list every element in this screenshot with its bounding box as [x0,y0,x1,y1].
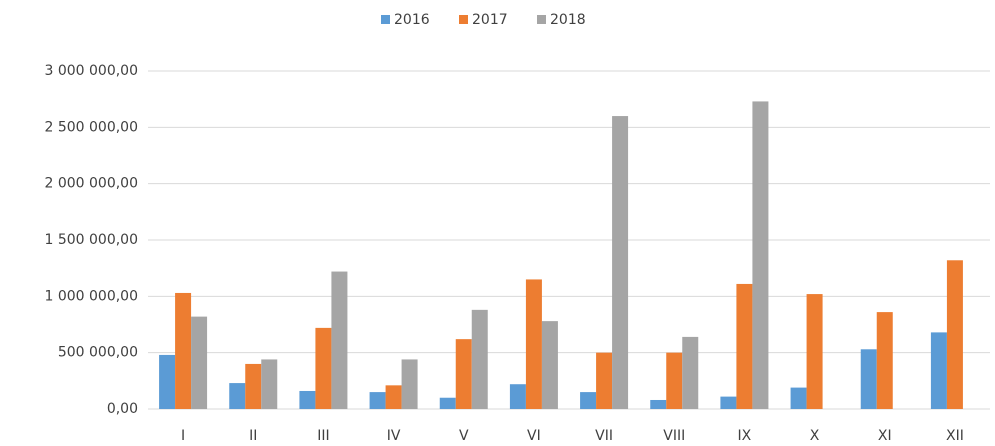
x-tick-label: II [249,428,257,444]
bar [159,354,176,409]
bar [650,399,667,409]
bar [541,321,558,409]
bar [860,349,877,409]
legend-label: 2018 [550,12,586,28]
x-tick-label: I [181,428,185,444]
bar [612,116,629,410]
bar [261,359,278,409]
y-tick-label: 1 500 000,00 [44,232,138,248]
x-tick-label: XII [946,428,964,444]
bar [790,387,807,409]
x-tick-label: IV [387,428,401,444]
x-tick-label: VI [527,428,541,444]
bar [385,385,402,409]
bar [299,390,316,409]
bar [369,392,386,409]
y-tick-label: 500 000,00 [58,345,138,361]
bar [331,271,348,409]
bar [666,352,683,409]
bar [876,312,893,409]
x-tick-label: VII [595,428,613,444]
bar [229,383,246,409]
y-tick-label: 2 500 000,00 [44,119,138,135]
y-tick-label: 0,00 [107,401,138,417]
bar [455,339,472,409]
y-tick-label: 1 000 000,00 [44,288,138,304]
x-tick-label: X [810,428,820,444]
bar [580,392,597,409]
x-tick-label: III [317,428,329,444]
x-tick-label: VIII [663,428,685,444]
bar [946,260,963,409]
bar [930,332,947,409]
x-tick-label: XI [878,428,892,444]
bar [315,327,332,409]
bar [752,101,769,410]
bar [682,336,699,409]
bar [175,292,192,409]
bar [525,279,542,409]
bar [245,363,262,409]
y-tick-label: 3 000 000,00 [44,63,138,79]
legend-label: 2016 [394,12,430,28]
legend-label: 2017 [472,12,508,28]
x-tick-label: V [459,428,469,444]
y-tick-label: 2 000 000,00 [44,176,138,192]
legend-swatch [459,15,468,24]
bar [471,309,488,409]
bar [509,384,526,409]
bar [806,294,823,409]
bar [401,359,418,409]
legend-swatch [381,15,390,24]
legend-swatch [537,15,546,24]
bar [736,283,753,409]
bar [720,396,737,409]
bar [191,316,208,409]
bar [439,397,456,409]
bar [596,352,613,409]
x-tick-label: IX [738,428,752,444]
